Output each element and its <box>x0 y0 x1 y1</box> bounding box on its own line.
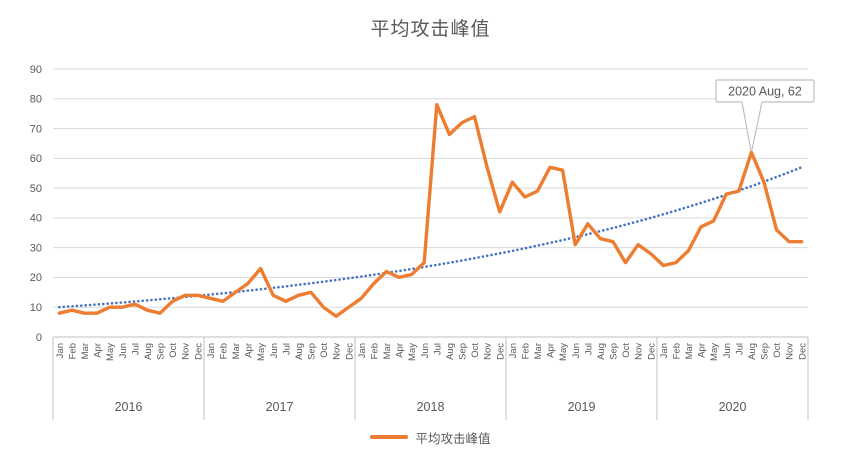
annotation-pointer-left-edge <box>741 101 752 151</box>
x-axis-month-label: Sep <box>609 343 620 360</box>
x-axis-month-label: Jan <box>55 343 66 358</box>
x-axis-month-label: Aug <box>294 343 305 360</box>
x-axis-month-label: Mar <box>533 343 544 359</box>
annotation-pointer <box>742 101 762 151</box>
x-axis-month-label: Dec <box>495 343 506 360</box>
annotation-callout-box <box>715 79 815 103</box>
x-axis-month-label: Feb <box>218 343 229 359</box>
x-axis-month-label: Jun <box>269 343 280 358</box>
x-axis-month-label: Jan <box>659 343 670 358</box>
x-axis-month-label: Jul <box>583 343 594 355</box>
x-axis-month-label: Jul <box>281 343 292 355</box>
x-axis-year-label: 2017 <box>266 400 294 414</box>
x-axis-month-label: Jun <box>571 343 582 358</box>
x-axis-month-label: Jun <box>420 343 431 358</box>
y-axis-tick-label: 0 <box>36 332 42 344</box>
x-axis-month-label: Apr <box>697 343 708 358</box>
x-axis-month-label: Jul <box>734 343 745 355</box>
x-axis-month-label: Sep <box>458 343 469 360</box>
x-axis-month-label: Feb <box>671 343 682 359</box>
x-axis-month-label: Jul <box>130 343 141 355</box>
x-axis-month-label: Jan <box>357 343 368 358</box>
x-axis-month-label: Sep <box>307 343 318 360</box>
legend-line-swatch <box>370 435 409 439</box>
x-axis-month-label: Dec <box>797 343 808 360</box>
x-axis-month-label: Dec <box>646 343 657 360</box>
x-axis-month-label: Feb <box>369 343 380 359</box>
y-axis-tick-label: 40 <box>30 213 42 225</box>
y-axis-tick-label: 10 <box>30 302 42 314</box>
annotation-label: 2020 Aug, 62 <box>728 85 802 99</box>
x-axis-month-label: Apr <box>395 343 406 358</box>
x-axis-month-label: Nov <box>634 343 645 360</box>
x-axis-month-label: Apr <box>93 343 104 358</box>
chart-title: 平均攻击峰值 <box>370 19 491 40</box>
x-axis-month-label: Jun <box>118 343 129 358</box>
x-axis-month-label: Jan <box>508 343 519 358</box>
x-axis-month-label: Mar <box>382 343 393 359</box>
x-axis-month-label: Jul <box>432 343 443 355</box>
x-axis-month-label: May <box>709 343 720 361</box>
x-axis-month-label: Oct <box>621 343 632 358</box>
x-axis-month-label: Aug <box>596 343 607 360</box>
x-axis-month-label: Aug <box>747 343 758 360</box>
legend-label: 平均攻击峰值 <box>415 431 491 446</box>
x-axis-month-label: Nov <box>332 343 343 360</box>
y-axis-tick-label: 90 <box>30 64 42 76</box>
legend: 平均攻击峰值 <box>53 427 808 447</box>
x-axis-month-label: Dec <box>344 343 355 360</box>
x-axis-year-label: 2016 <box>115 400 143 414</box>
x-axis-month-label: Feb <box>520 343 531 359</box>
x-axis-month-label: May <box>256 343 267 361</box>
x-axis-month-label: Jan <box>206 343 217 358</box>
y-axis-tick-label: 60 <box>30 153 42 165</box>
x-axis-month-label: Mar <box>684 343 695 359</box>
x-axis-month-label: Dec <box>193 343 204 360</box>
x-axis-month-label: Mar <box>80 343 91 359</box>
x-axis-year-label: 2020 <box>719 400 747 414</box>
x-axis-month-label: Oct <box>168 343 179 358</box>
y-axis-tick-label: 30 <box>30 242 42 254</box>
x-axis-month-label: Oct <box>772 343 783 358</box>
x-axis-month-label: Aug <box>143 343 154 360</box>
x-axis-year-label: 2018 <box>417 400 445 414</box>
y-axis-tick-label: 70 <box>30 123 42 135</box>
x-axis-month-label: Sep <box>156 343 167 360</box>
y-axis-tick-label: 80 <box>30 94 42 106</box>
x-axis-month-label: Nov <box>785 343 796 360</box>
x-axis-year-label: 2019 <box>568 400 596 414</box>
x-axis-month-label: May <box>105 343 116 361</box>
annotation-pointer-right-edge <box>751 101 763 151</box>
x-axis-month-label: Nov <box>483 343 494 360</box>
x-axis-month-label: Sep <box>760 343 771 360</box>
x-axis-month-label: Oct <box>470 343 481 358</box>
x-axis-month-label: Apr <box>546 343 557 358</box>
y-axis-tick-label: 50 <box>30 183 42 195</box>
x-axis-month-label: Apr <box>244 343 255 358</box>
x-axis-month-label: Oct <box>319 343 330 358</box>
x-axis-month-label: Nov <box>181 343 192 360</box>
x-axis-month-label: Feb <box>67 343 78 359</box>
x-axis-month-label: May <box>407 343 418 361</box>
y-axis-tick-label: 20 <box>30 272 42 284</box>
x-axis-month-label: Jun <box>722 343 733 358</box>
x-axis-month-label: May <box>558 343 569 361</box>
series-line <box>57 102 804 318</box>
x-axis-month-label: Aug <box>445 343 456 360</box>
x-axis-month-label: Mar <box>231 343 242 359</box>
